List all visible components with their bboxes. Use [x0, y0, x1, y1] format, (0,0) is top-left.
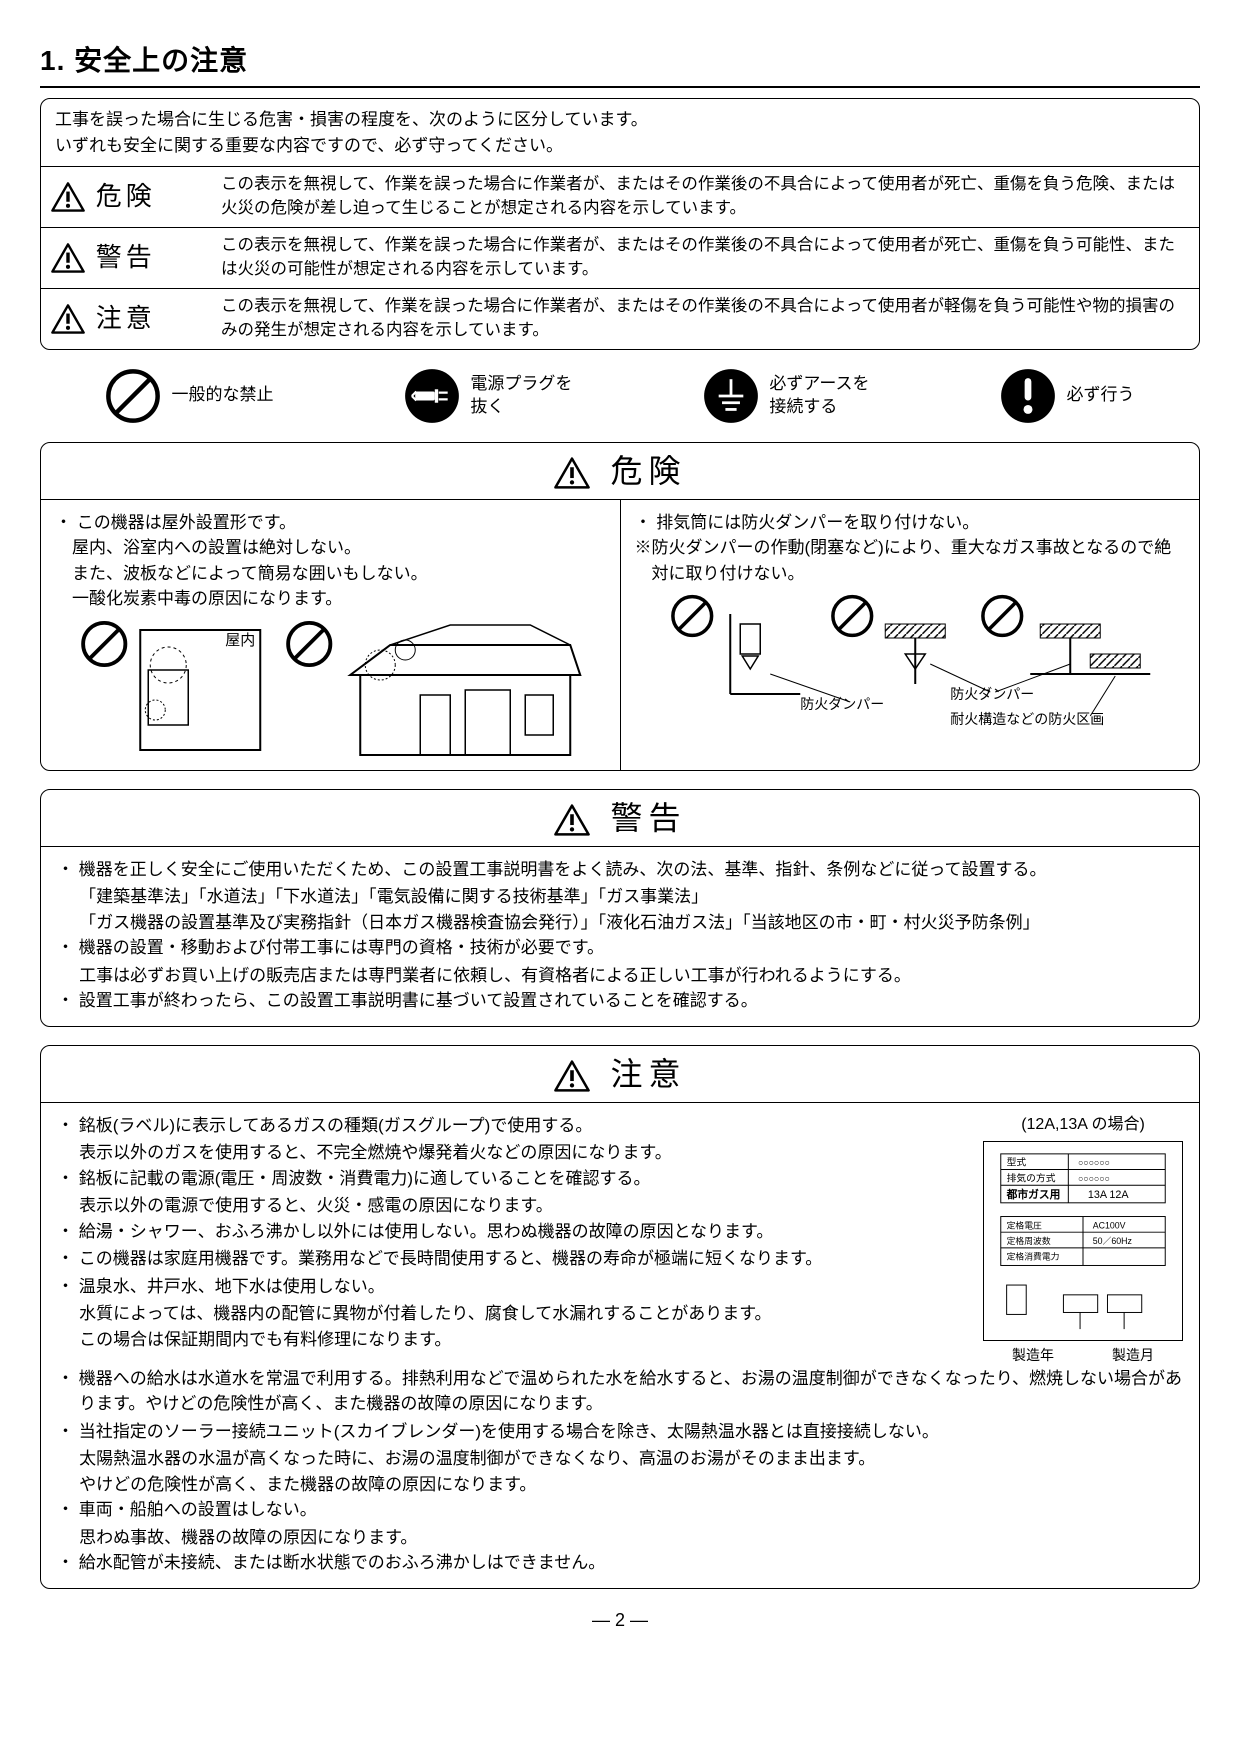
warning-triangle-icon [554, 804, 590, 836]
section-title: 1. 安全上の注意 [40, 40, 1200, 88]
warning-title: 警告 [610, 800, 686, 836]
caution-item: 給湯・シャワー、おふろ沸かし以外には使用しない。思わぬ機器の故障の原因となります… [57, 1219, 973, 1245]
warning-box: 警告 機器を正しく安全にご使用いただくため、この設置工事説明書をよく読み、次の法… [40, 789, 1200, 1027]
damper-label-2: 防火ダンパー [950, 686, 1034, 702]
level-label-warning: 警告 [96, 242, 156, 272]
danger-left-col: ・ この機器は屋外設置形です。 屋内、浴室内への設置は絶対しない。 また、波板な… [41, 500, 621, 770]
icon-label-mustdo: 必ず行う [1066, 384, 1134, 406]
caution-subline: やけどの危険性が高く、また機器の故障の原因になります。 [57, 1472, 1183, 1498]
page-number: — 2 — [40, 1607, 1200, 1634]
ground-icon [703, 368, 759, 424]
svg-text:50／60Hz: 50／60Hz [1093, 1235, 1132, 1245]
warning-triangle-icon [554, 1060, 590, 1092]
level-table: 危険 この表示を無視して、作業を誤った場合に作業者が、またはその作業後の不具合に… [41, 166, 1199, 349]
svg-text:定格周波数: 定格周波数 [1007, 1234, 1051, 1245]
caution-item: 銘板(ラベル)に表示してあるガスの種類(ガスグループ)で使用する。 [57, 1113, 973, 1139]
nameplate-diagram: (12A,13A の場合) 型式 ○○○○○○ 排気の方式 ○○○○○○ 都市ガ… [983, 1113, 1183, 1366]
icon-label-prohibit: 一般的な禁止 [171, 384, 273, 406]
unplug-icon [404, 368, 460, 424]
warning-triangle-icon [51, 243, 85, 273]
danger-right-line: ・ 排気筒には防火ダンパーを取り付けない。 [635, 510, 1186, 536]
caution-subline: 水質によっては、機器内の配管に異物が付着したり、腐食して水漏れすることがあります… [57, 1301, 973, 1327]
svg-text:都市ガス用: 都市ガス用 [1006, 1187, 1061, 1200]
warning-body: 機器を正しく安全にご使用いただくため、この設置工事説明書をよく読み、次の法、基準… [41, 847, 1199, 1026]
caution-subline: 表示以外の電源で使用すると、火災・感電の原因になります。 [57, 1193, 973, 1219]
warning-subline: 「建築基準法」「水道法」「下水道法」「電気設備に関する技術基準」「ガス事業法」 [57, 884, 1183, 910]
danger-left-diagram: 屋内 [55, 620, 606, 760]
intro-line-2: いずれも安全に関する重要な内容ですので、必ず守ってください。 [55, 133, 1185, 159]
caution-box: 注意 銘板(ラベル)に表示してあるガスの種類(ガスグループ)で使用する。表示以外… [40, 1045, 1200, 1589]
warning-subline: 「ガス機器の設置基準及び実務指針（日本ガス機器検査協会発行）」「液化石油ガス法」… [57, 910, 1183, 936]
must-do-icon [1000, 368, 1056, 424]
caution-subline: 太陽熱温水器の水温が高くなった時に、お湯の温度制御ができなくなり、高温のお湯がそ… [57, 1446, 1183, 1472]
damper-label-1: 防火ダンパー [800, 696, 884, 712]
intro-box: 工事を誤った場合に生じる危害・損害の程度を、次のように区分しています。 いずれも… [40, 98, 1200, 350]
caution-item: 車両・船舶への設置はしない。 [57, 1497, 1183, 1523]
indoor-label: 屋内 [225, 632, 255, 649]
danger-left-line: 屋内、浴室内への設置は絶対しない。 [55, 535, 606, 561]
warning-triangle-icon [51, 182, 85, 212]
danger-right-line: ※防火ダンパーの作動(閉塞など)により、重大なガス事故となるので絶対に取り付けな… [635, 535, 1186, 586]
warning-triangle-icon [554, 457, 590, 489]
caution-item: 給水配管が未接続、または断水状態でのおふろ沸かしはできません。 [57, 1550, 1183, 1576]
caution-body: 銘板(ラベル)に表示してあるガスの種類(ガスグループ)で使用する。表示以外のガス… [57, 1113, 973, 1366]
svg-text:13A 12A: 13A 12A [1088, 1188, 1129, 1200]
danger-title: 危険 [610, 453, 686, 489]
caution-body-rest: 機器への給水は水道水を常温で利用する。排熱利用などで温められた水を給水すると、お… [57, 1366, 1183, 1576]
warning-triangle-icon [51, 304, 85, 334]
danger-left-line: ・ この機器は屋外設置形です。 [55, 510, 606, 536]
level-desc-caution: この表示を無視して、作業を誤った場合に作業者が、またはその作業後の不具合によって… [211, 288, 1199, 348]
danger-left-line: また、波板などによって簡易な囲いもしない。 [55, 561, 606, 587]
warning-item: 機器を正しく安全にご使用いただくため、この設置工事説明書をよく読み、次の法、基準… [57, 857, 1183, 883]
danger-right-diagram: 防火ダンパー 防火ダンパー 耐火構造などの防火区画 [635, 594, 1186, 734]
caution-item: 機器への給水は水道水を常温で利用する。排熱利用などで温められた水を給水すると、お… [57, 1366, 1183, 1417]
warning-item: 設置工事が終わったら、この設置工事説明書に基づいて設置されていることを確認する。 [57, 988, 1183, 1014]
caution-subline: 思わぬ事故、機器の故障の原因になります。 [57, 1525, 1183, 1551]
level-desc-danger: この表示を無視して、作業を誤った場合に作業者が、またはその作業後の不具合によって… [211, 167, 1199, 228]
svg-text:定格電圧: 定格電圧 [1007, 1219, 1042, 1230]
danger-left-line: 一酸化炭素中毒の原因になります。 [55, 586, 606, 612]
mfg-month-label: 製造月 [1112, 1345, 1154, 1366]
danger-box: 危険 ・ この機器は屋外設置形です。 屋内、浴室内への設置は絶対しない。 また、… [40, 442, 1200, 771]
warning-item: 機器の設置・移動および付帯工事には専門の資格・技術が必要です。 [57, 935, 1183, 961]
nameplate-title: (12A,13A の場合) [983, 1113, 1183, 1137]
level-desc-warning: この表示を無視して、作業を誤った場合に作業者が、またはその作業後の不具合によって… [211, 227, 1199, 288]
caution-item: 温泉水、井戸水、地下水は使用しない。 [57, 1274, 973, 1300]
icon-legend-row: 一般的な禁止 電源プラグを 抜く 必ずアースを 接続する 必ず行う [40, 368, 1200, 424]
level-label-caution: 注意 [96, 303, 156, 333]
level-label-danger: 危険 [96, 181, 156, 211]
svg-text:○○○○○○: ○○○○○○ [1078, 1157, 1110, 1167]
caution-subline: 表示以外のガスを使用すると、不完全燃焼や爆発着火などの原因になります。 [57, 1140, 973, 1166]
danger-right-col: ・ 排気筒には防火ダンパーを取り付けない。 ※防火ダンパーの作動(閉塞など)によ… [621, 500, 1200, 770]
svg-text:定格消費電力: 定格消費電力 [1007, 1250, 1060, 1261]
svg-text:○○○○○○: ○○○○○○ [1078, 1173, 1110, 1183]
intro-line-1: 工事を誤った場合に生じる危害・損害の程度を、次のように区分しています。 [55, 107, 1185, 133]
warning-subline: 工事は必ずお買い上げの販売店または専門業者に依頼し、有資格者による正しい工事が行… [57, 963, 1183, 989]
mfg-year-label: 製造年 [1012, 1345, 1054, 1366]
fire-section-label: 耐火構造などの防火区画 [950, 711, 1104, 727]
icon-label-ground: 必ずアースを 接続する [769, 373, 869, 417]
caution-subline: この場合は保証期間内でも有料修理になります。 [57, 1327, 973, 1353]
svg-text:型式: 型式 [1007, 1155, 1027, 1168]
svg-text:排気の方式: 排気の方式 [1007, 1171, 1056, 1184]
caution-item: 当社指定のソーラー接続ユニット(スカイブレンダー)を使用する場合を除き、太陽熱温… [57, 1419, 1183, 1445]
caution-title: 注意 [610, 1056, 686, 1092]
icon-label-unplug: 電源プラグを 抜く [470, 373, 572, 417]
svg-text:AC100V: AC100V [1093, 1220, 1126, 1230]
prohibit-icon [105, 368, 161, 424]
caution-item: 銘板に記載の電源(電圧・周波数・消費電力)に適していることを確認する。 [57, 1166, 973, 1192]
caution-item: この機器は家庭用機器です。業務用などで長時間使用すると、機器の寿命が極端に短くな… [57, 1246, 973, 1272]
